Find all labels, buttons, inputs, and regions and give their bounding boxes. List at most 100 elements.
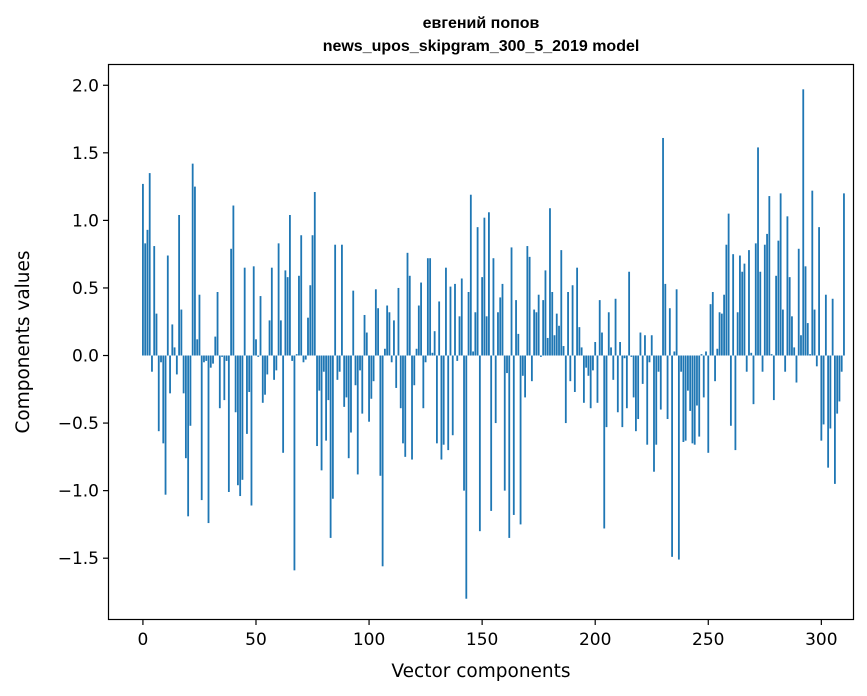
bar-209: [614, 298, 617, 356]
bar-301: [822, 355, 825, 425]
bar-87: [338, 355, 341, 372]
bar-182: [553, 335, 556, 356]
bar-72: [304, 355, 307, 360]
bar-242: [689, 355, 692, 411]
bar-229: [659, 355, 662, 410]
bar-68: [295, 354, 298, 356]
bar-146: [472, 351, 474, 356]
bar-128: [431, 352, 434, 356]
bar-299: [818, 227, 820, 356]
bar-99: [365, 332, 368, 356]
bar-291: [800, 335, 802, 356]
bar-67: [293, 355, 296, 571]
bar-163: [510, 247, 513, 356]
bar-81: [325, 355, 327, 441]
bar-246: [698, 355, 701, 437]
bar-3: [148, 173, 151, 356]
bar-158: [499, 297, 502, 356]
bar-135: [447, 355, 450, 451]
bar-20: [187, 355, 190, 517]
bar-281: [777, 240, 780, 356]
bar-178: [544, 270, 547, 356]
bar-31: [212, 355, 214, 364]
bar-213: [623, 355, 626, 359]
bar-112: [395, 355, 398, 388]
bar-111: [393, 320, 395, 356]
bar-218: [635, 355, 637, 432]
bar-282: [779, 193, 782, 356]
bar-274: [761, 355, 764, 372]
bar-265: [741, 271, 744, 356]
bar-101: [370, 355, 373, 399]
y-tick-label: −1.0: [58, 482, 99, 502]
bar-222: [644, 335, 646, 356]
bar-105: [379, 355, 382, 476]
bar-227: [655, 355, 658, 445]
bar-0: [142, 183, 144, 356]
x-tick-label: 200: [579, 630, 611, 650]
bar-133: [442, 355, 445, 445]
bar-293: [804, 266, 807, 356]
bar-181: [551, 292, 554, 356]
bar-264: [739, 255, 741, 356]
bar-287: [791, 316, 793, 356]
bar-103: [374, 289, 377, 356]
bar-263: [736, 312, 739, 356]
bar-272: [757, 147, 759, 356]
bar-27: [203, 355, 205, 363]
bar-55: [266, 355, 269, 375]
bar-257: [723, 294, 726, 356]
bar-73: [307, 317, 309, 356]
bar-22: [191, 163, 194, 356]
bar-51: [257, 355, 260, 357]
plot-frame: [107, 63, 855, 621]
bar-177: [542, 300, 545, 356]
bar-174: [535, 312, 538, 356]
bar-113: [397, 287, 400, 356]
bar-59: [275, 355, 278, 371]
bar-142: [463, 355, 465, 491]
bar-286: [788, 277, 791, 356]
bar-145: [469, 194, 472, 356]
bar-74: [309, 285, 312, 356]
bar-57: [270, 267, 273, 356]
bar-261: [732, 254, 735, 356]
bar-304: [829, 355, 832, 429]
bar-137: [451, 355, 454, 436]
bar-96: [359, 355, 361, 371]
bar-249: [705, 351, 707, 356]
bar-88: [341, 244, 343, 356]
bar-13: [171, 324, 174, 356]
bar-126: [426, 258, 429, 356]
bar-132: [440, 355, 443, 460]
bar-84: [331, 355, 334, 499]
bar-238: [680, 355, 683, 372]
x-axis-ticks: 0 50 100 150 200 250 300: [138, 619, 838, 650]
bar-278: [770, 354, 773, 356]
bar-254: [716, 348, 719, 356]
bar-253: [714, 355, 716, 382]
bar-107: [383, 348, 386, 356]
bar-85: [334, 244, 337, 356]
bar-23: [194, 186, 196, 356]
bar-162: [508, 355, 511, 538]
bar-21: [189, 355, 192, 426]
bar-232: [666, 355, 669, 420]
bar-91: [347, 355, 350, 459]
bar-202: [598, 300, 601, 356]
bar-205: [605, 355, 608, 428]
bar-187: [564, 355, 567, 424]
bar-37: [225, 355, 228, 361]
bar-44: [241, 355, 244, 480]
bar-245: [696, 355, 698, 406]
bar-248: [702, 355, 705, 398]
bar-295: [809, 354, 811, 356]
x-tick-label: 100: [353, 630, 385, 650]
bar-79: [320, 355, 323, 471]
y-tick-label: 0.5: [72, 279, 99, 299]
bar-169: [524, 355, 526, 398]
bar-252: [711, 292, 714, 356]
bar-10: [164, 355, 167, 495]
bar-206: [607, 312, 610, 356]
bar-234: [671, 355, 673, 557]
